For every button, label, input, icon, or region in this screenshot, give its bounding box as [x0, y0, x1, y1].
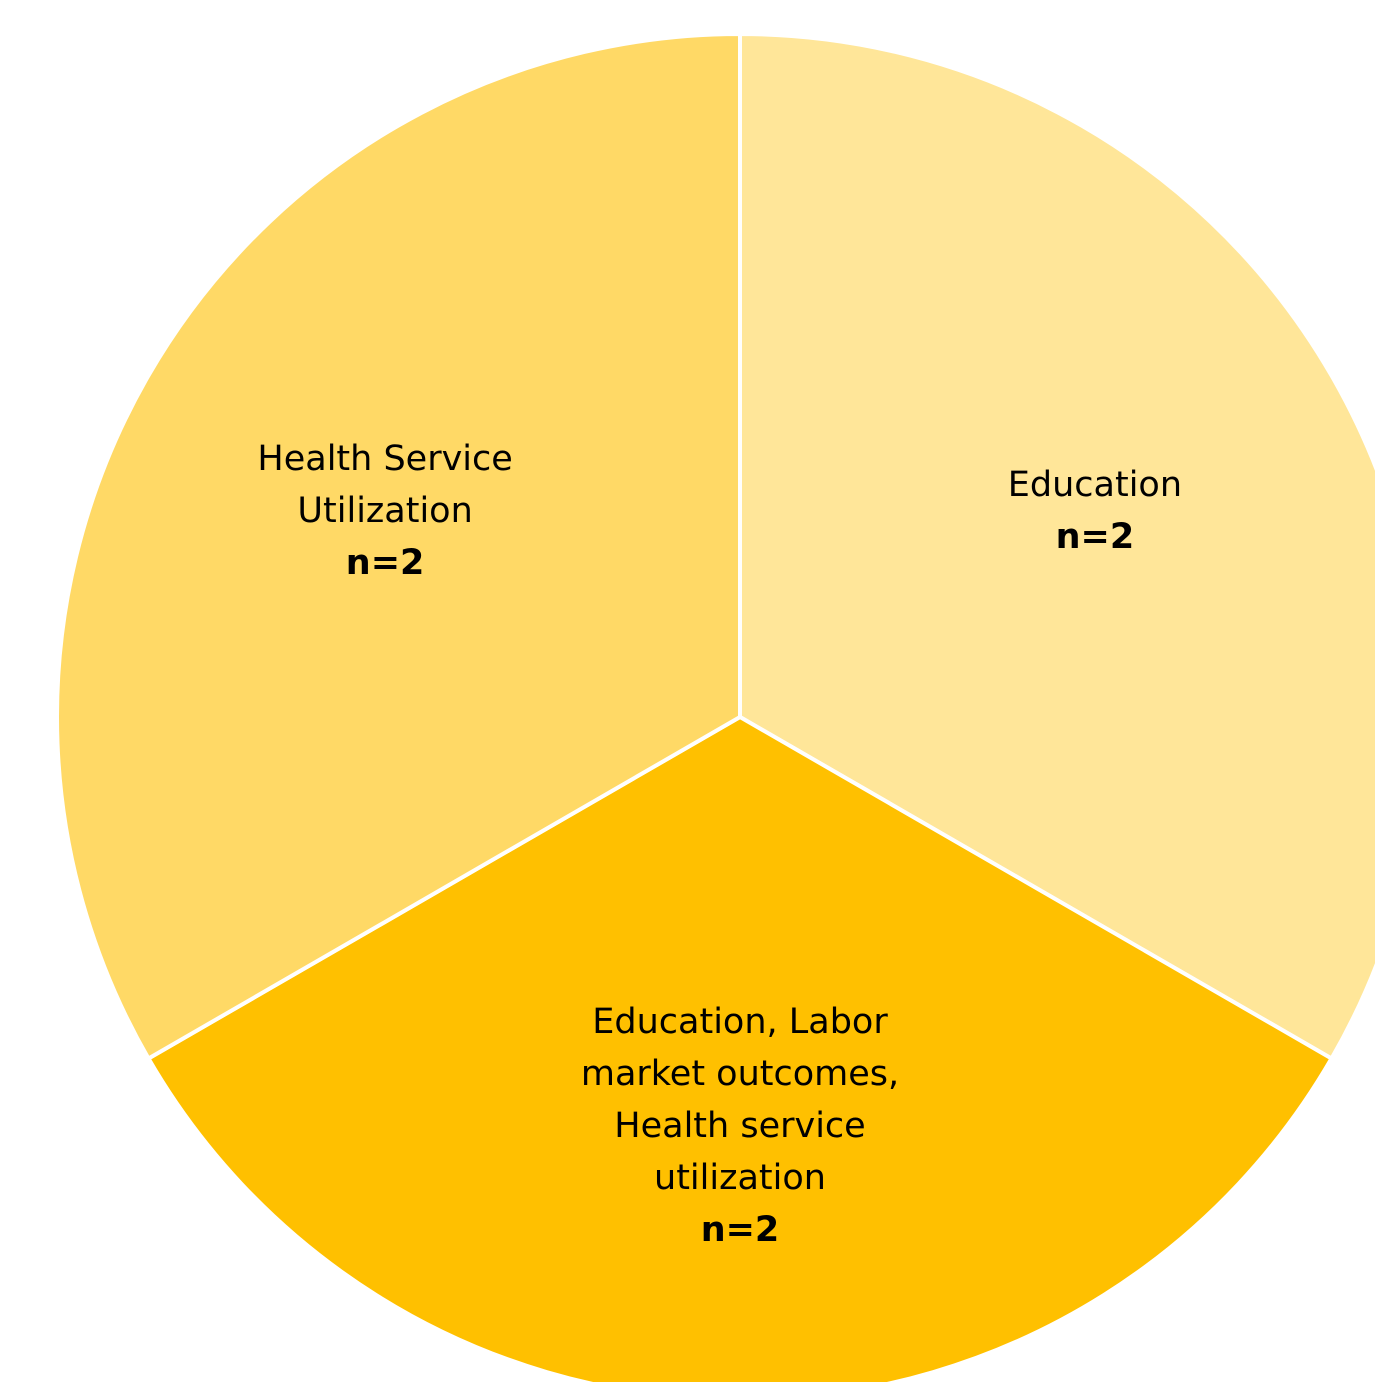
slice-label: Education, Labor market outcomes, Health s… [581, 1002, 899, 1250]
pie-slice [738, 32, 1375, 1061]
labels-layer: Education n=2 Education, Labor market outco… [257, 439, 1182, 1250]
slice-label-line: market outcomes, [581, 1054, 899, 1094]
slice-count-label: n=2 [1056, 517, 1135, 557]
slice-label: Health Service Utilization n=2 [257, 439, 512, 583]
pie-slice [146, 715, 1334, 1387]
slice-label-line: utilization [654, 1158, 826, 1198]
slice-label-line: Education [1008, 465, 1182, 505]
pie-slice [55, 32, 742, 1061]
slice-label-line: Health Service [257, 439, 512, 479]
slice-count-label: n=2 [701, 1210, 780, 1250]
slices-layer [55, 32, 1375, 1387]
slice-label-line: Health service [614, 1106, 865, 1146]
slice-label: Education n=2 [1008, 465, 1182, 557]
slice-label-line: Education, Labor [592, 1002, 888, 1042]
slice-count-label: n=2 [346, 543, 425, 583]
slice-label-line: Utilization [297, 491, 472, 531]
